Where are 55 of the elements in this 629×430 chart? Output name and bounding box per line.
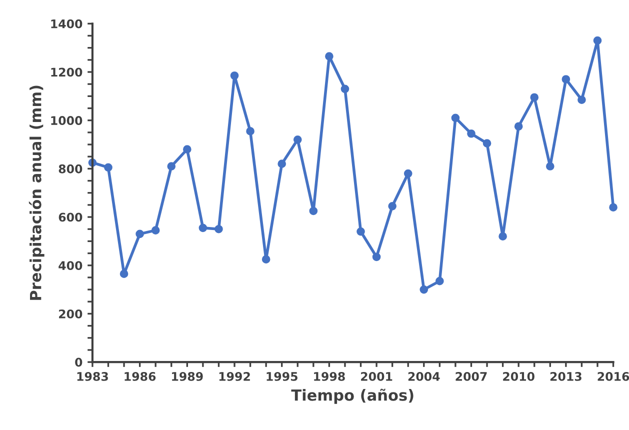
y-tick-label: 200 bbox=[59, 309, 82, 318]
point bbox=[372, 252, 381, 262]
x-tick-label: 2010 bbox=[503, 372, 534, 381]
y-tick-label: 1400 bbox=[51, 19, 82, 28]
point bbox=[388, 202, 396, 210]
point bbox=[262, 255, 270, 264]
y-tick-label: 1200 bbox=[51, 68, 82, 77]
point bbox=[451, 114, 460, 122]
x-tick-label: 1992 bbox=[219, 372, 250, 381]
x-tick-label: 2013 bbox=[550, 372, 582, 381]
x-tick-label: 2007 bbox=[456, 372, 487, 381]
point bbox=[356, 227, 365, 236]
point bbox=[309, 206, 318, 216]
point bbox=[340, 84, 350, 94]
x-tick-label: 2016 bbox=[598, 372, 629, 381]
y-tick-label: 600 bbox=[58, 212, 82, 222]
point bbox=[214, 224, 223, 234]
y-tick-label: 800 bbox=[58, 164, 82, 174]
point bbox=[482, 139, 492, 148]
y-axis-title: Precipitación anual (mm) bbox=[28, 86, 44, 300]
point bbox=[404, 169, 412, 178]
point bbox=[182, 145, 192, 154]
x-tick-label: 2004 bbox=[408, 372, 440, 381]
x-tick-label: 2001 bbox=[361, 372, 392, 381]
x-tick-label: 1983 bbox=[77, 372, 108, 381]
point bbox=[436, 276, 444, 286]
y-tick-label: 0 bbox=[75, 358, 82, 367]
point bbox=[546, 162, 554, 170]
x-tick-label: 1998 bbox=[314, 372, 345, 381]
point bbox=[104, 163, 112, 172]
point bbox=[136, 230, 144, 238]
point bbox=[293, 136, 302, 144]
y-tick-label: 1000 bbox=[51, 116, 82, 125]
point bbox=[498, 232, 507, 241]
point bbox=[167, 162, 176, 170]
point bbox=[562, 75, 570, 84]
point bbox=[530, 93, 539, 102]
point bbox=[609, 203, 618, 212]
point bbox=[578, 96, 586, 104]
x-axis-title: Tiempo (años) bbox=[291, 388, 414, 404]
x-tick-label: 1989 bbox=[172, 372, 203, 381]
x-tick-label: 1986 bbox=[124, 372, 156, 381]
point bbox=[151, 226, 160, 234]
point bbox=[198, 224, 208, 232]
point bbox=[246, 127, 254, 136]
point bbox=[120, 270, 128, 278]
point bbox=[278, 160, 286, 168]
y-tick-label: 400 bbox=[58, 261, 82, 270]
point bbox=[325, 52, 334, 60]
x-tick-label: 1995 bbox=[266, 372, 298, 381]
point bbox=[467, 129, 476, 138]
point bbox=[593, 36, 602, 45]
point bbox=[514, 122, 523, 131]
point bbox=[230, 71, 239, 80]
point bbox=[420, 285, 428, 294]
